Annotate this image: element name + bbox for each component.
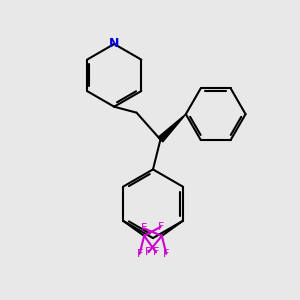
Polygon shape bbox=[158, 114, 186, 142]
Text: F: F bbox=[153, 247, 159, 257]
Text: F: F bbox=[145, 247, 152, 257]
Text: N: N bbox=[109, 37, 119, 50]
Text: F: F bbox=[141, 224, 147, 233]
Text: F: F bbox=[158, 222, 164, 232]
Text: F: F bbox=[136, 249, 143, 259]
Text: F: F bbox=[163, 249, 170, 259]
